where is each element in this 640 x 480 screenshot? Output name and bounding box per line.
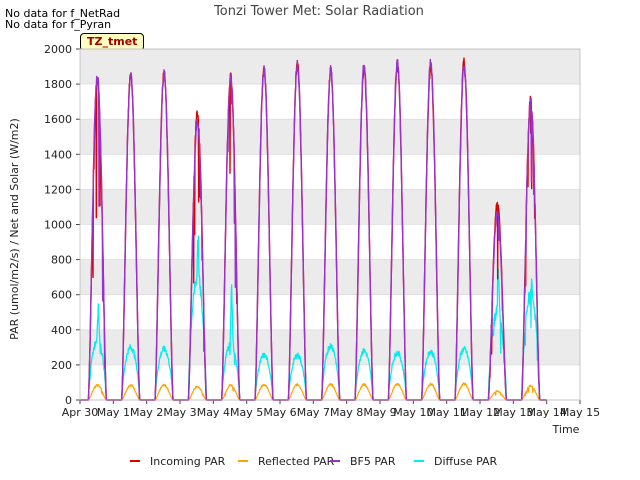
grid-band <box>80 189 580 225</box>
y-tick-label: 0 <box>65 394 72 407</box>
y-tick-label: 2000 <box>44 43 72 56</box>
grid-band <box>80 259 580 295</box>
y-tick-label: 1400 <box>44 148 72 161</box>
x-tick-label: May 13 <box>493 406 533 419</box>
x-tick-label: May 6 <box>263 406 296 419</box>
chart-title: Tonzi Tower Met: Solar Radiation <box>213 4 424 19</box>
y-tick-label: 600 <box>51 289 72 302</box>
no-data-netrad-note: No data for f_NetRad <box>5 7 121 20</box>
grid-band <box>80 119 580 155</box>
x-tick-label: May 10 <box>393 406 433 419</box>
y-tick-label: 1600 <box>44 113 72 126</box>
legend-label-reflected: Reflected PAR <box>258 455 335 468</box>
no-data-pyran-note: No data for f_Pyran <box>5 18 112 31</box>
x-tick-label: May 15 <box>560 406 600 419</box>
legend-label-diffuse: Diffuse PAR <box>434 455 498 468</box>
y-tick-label: 800 <box>51 254 72 267</box>
y-tick-label: 200 <box>51 359 72 372</box>
y-tick-label: 1800 <box>44 78 72 91</box>
legend-label-bf5: BF5 PAR <box>350 455 396 468</box>
y-tick-label: 1000 <box>44 219 72 232</box>
x-tick-label: Apr 30 <box>62 406 99 419</box>
x-axis-label: Time <box>552 423 580 436</box>
x-tick-label: May 12 <box>460 406 500 419</box>
x-tick-label: May 4 <box>197 406 230 419</box>
x-tick-label: May 5 <box>230 406 263 419</box>
x-tick-label: May 9 <box>363 406 396 419</box>
y-tick-label: 1200 <box>44 183 72 196</box>
plot-frame <box>79 48 581 401</box>
x-tick-label: May 1 <box>97 406 130 419</box>
x-tick-label: May 11 <box>427 406 467 419</box>
site-badge: TZ_tmet <box>80 33 145 51</box>
y-tick-label: 400 <box>51 324 72 337</box>
x-tick-label: May 8 <box>330 406 363 419</box>
legend-label-incoming: Incoming PAR <box>150 455 226 468</box>
y-axis-label: PAR (umol/m2/s) / Net and Solar (W/m2) <box>8 118 21 340</box>
x-tick-label: May 7 <box>297 406 330 419</box>
x-tick-label: May 3 <box>163 406 196 419</box>
x-tick-label: May 14 <box>527 406 567 419</box>
x-tick-label: May 2 <box>130 406 163 419</box>
